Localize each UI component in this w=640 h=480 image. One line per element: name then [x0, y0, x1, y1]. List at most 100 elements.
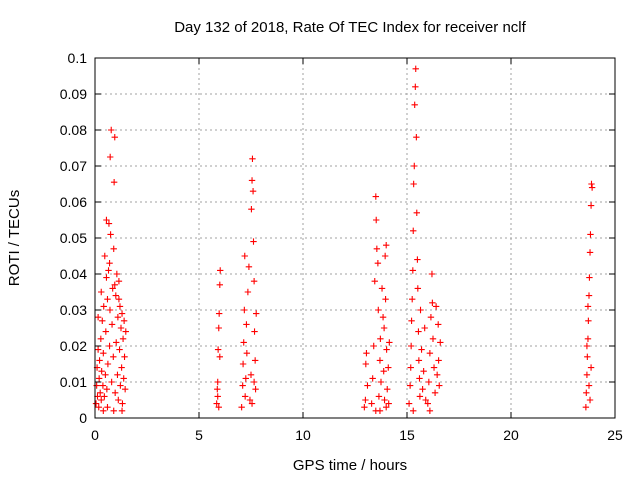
data-point: [431, 389, 439, 396]
data-point: [584, 353, 591, 360]
data-point: [106, 342, 113, 350]
tick-labels: 0 5 10 15 20 25 0 0.01 0.02 0.03 0.04 0.05 0.06 0.07 0…: [60, 50, 623, 443]
data-point: [121, 386, 129, 393]
data-point: [406, 382, 414, 389]
data-point: [110, 245, 117, 252]
y-tick-label: 0.02: [60, 338, 87, 354]
data-point: [385, 400, 392, 407]
data-point: [116, 303, 124, 310]
data-point: [251, 328, 258, 335]
data-point: [377, 335, 384, 342]
data-point: [94, 346, 102, 353]
y-tick-label: 0.03: [60, 302, 87, 318]
data-point: [414, 256, 421, 263]
x-tick-label: 0: [91, 427, 99, 443]
data-point: [415, 357, 423, 364]
data-point: [407, 342, 415, 350]
data-point: [586, 396, 594, 404]
data-point: [248, 400, 256, 407]
data-point: [94, 314, 102, 321]
data-point: [108, 321, 116, 328]
data-point: [242, 375, 249, 382]
data-point: [117, 382, 124, 389]
data-point: [437, 339, 444, 346]
y-tick-label: 0.1: [68, 50, 88, 66]
data-point: [376, 407, 384, 414]
data-point: [100, 407, 107, 414]
data-point: [104, 296, 111, 303]
data-point: [372, 193, 379, 200]
data-point: [405, 400, 413, 407]
data-point: [364, 382, 371, 389]
data-point: [416, 375, 423, 382]
data-point: [247, 371, 255, 378]
data-point: [118, 407, 126, 414]
data-point: [241, 393, 249, 400]
data-point: [118, 310, 126, 317]
data-point: [108, 126, 115, 134]
data-point: [92, 400, 100, 407]
data-point: [103, 274, 110, 281]
data-point: [436, 382, 443, 389]
data-point: [103, 386, 111, 393]
data-point: [373, 245, 381, 252]
data-point: [107, 231, 114, 238]
y-tick-label: 0.07: [60, 158, 87, 174]
x-tick-label: 10: [295, 427, 311, 443]
data-point: [384, 386, 391, 393]
data-point: [363, 350, 370, 357]
data-point: [114, 371, 121, 378]
data-point: [120, 317, 128, 324]
data-point: [419, 386, 426, 393]
data-point: [586, 274, 593, 281]
chart-title: Day 132 of 2018, Rate Of TEC Index for r…: [174, 19, 526, 36]
data-point: [383, 242, 390, 249]
data-point: [105, 220, 113, 227]
data-point: [413, 209, 420, 216]
data-point: [588, 184, 596, 191]
data-point: [110, 179, 118, 186]
data-point: [361, 404, 368, 411]
data-point: [243, 321, 250, 328]
data-point: [382, 296, 389, 303]
data-point: [426, 350, 434, 357]
data-point: [362, 360, 370, 368]
data-point: [245, 263, 253, 270]
data-point: [215, 310, 223, 317]
data-point: [113, 270, 121, 278]
data-point: [122, 328, 129, 335]
data-point: [104, 404, 111, 411]
data-point: [97, 335, 105, 342]
data-point: [97, 389, 104, 396]
data-point: [214, 346, 222, 353]
data-point: [381, 252, 389, 260]
data-point: [588, 180, 595, 188]
data-point: [244, 288, 252, 296]
data-point: [416, 393, 424, 400]
data-point: [430, 364, 438, 371]
data-point: [115, 396, 122, 404]
data-point: [241, 252, 248, 260]
data-point: [583, 389, 590, 396]
data-point: [378, 285, 386, 292]
x-tick-label: 25: [607, 427, 623, 443]
data-point: [248, 177, 256, 184]
data-point: [253, 310, 260, 317]
data-point: [374, 260, 382, 267]
data-point: [100, 350, 107, 357]
data-point: [113, 339, 120, 346]
data-point: [381, 396, 388, 404]
data-point: [422, 396, 429, 404]
data-point: [238, 404, 245, 411]
data-point: [215, 324, 222, 332]
data-point: [106, 306, 114, 314]
data-point: [115, 296, 123, 303]
data-point: [241, 306, 248, 314]
data-point: [103, 216, 110, 224]
data-point: [108, 378, 115, 386]
data-point: [96, 357, 103, 364]
data-point: [240, 339, 247, 346]
x-axis-title: GPS time / hours: [293, 457, 407, 474]
y-tick-label: 0.09: [60, 86, 87, 102]
